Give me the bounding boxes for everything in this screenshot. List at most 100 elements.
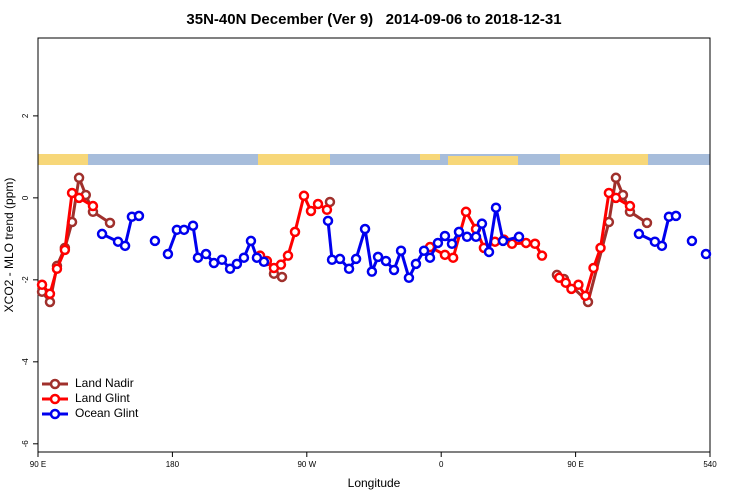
data-point: [276, 271, 288, 283]
data-point: [497, 235, 509, 247]
data-point: [73, 172, 85, 184]
chart-title: 35N-40N December (Ver 9) 2014-09-06 to 2…: [186, 11, 561, 28]
data-point: [447, 252, 459, 263]
data-point: [312, 198, 324, 210]
data-point: [258, 256, 270, 268]
data-point: [192, 252, 204, 263]
data-point: [51, 263, 63, 275]
data-point: [588, 262, 599, 274]
y-axis-label: XCO2 - MLO trend (ppm): [2, 178, 16, 313]
data-point: [44, 296, 56, 308]
data-point: [238, 252, 250, 263]
data-point: [573, 279, 584, 291]
data-point: [96, 228, 108, 240]
legend-label: Land Nadir: [75, 376, 134, 390]
data-point: [418, 245, 430, 256]
data-point: [490, 202, 502, 213]
data-point: [359, 223, 371, 235]
y-tick-label: -2: [21, 276, 30, 284]
data-point: [506, 238, 518, 250]
data-point: [87, 200, 99, 212]
data-point: [334, 253, 346, 265]
data-point: [424, 252, 436, 263]
plot-frame: [37, 37, 711, 453]
data-point: [104, 217, 116, 229]
x-tick-label: 90 W: [297, 460, 316, 469]
data-point: [343, 263, 355, 275]
legend-label: Ocean Glint: [75, 406, 139, 420]
data-point: [380, 255, 392, 267]
y-tick-label: -4: [21, 358, 30, 366]
data-point: [520, 237, 532, 249]
series-line: [40, 176, 648, 304]
x-tick-label: 90 E: [30, 460, 46, 469]
x-tick-label: 0: [439, 460, 444, 469]
data-point: [513, 231, 525, 243]
data-point: [610, 172, 622, 184]
data-point: [700, 248, 712, 260]
y-tick-label: 0: [21, 195, 30, 200]
data-point: [670, 210, 682, 222]
map-strip: [38, 154, 710, 165]
legend-marker: [49, 378, 61, 390]
data-point: [432, 237, 444, 249]
data-point: [610, 192, 622, 204]
data-point: [59, 244, 71, 256]
data-point: [321, 204, 333, 215]
data-point: [439, 230, 451, 242]
data-point: [460, 206, 472, 218]
data-point: [483, 246, 495, 258]
x-axis-label: Longitude: [348, 476, 401, 490]
data-point: [187, 220, 199, 231]
data-point: [162, 248, 174, 260]
data-point: [133, 210, 145, 222]
legend-marker: [49, 393, 61, 405]
data-point: [224, 263, 236, 275]
data-point: [410, 258, 422, 270]
data-point: [149, 235, 161, 247]
data-point: [439, 249, 451, 261]
data-point: [624, 200, 636, 212]
data-point: [200, 248, 212, 260]
data-point: [395, 245, 407, 256]
data-point: [298, 190, 310, 202]
data-point: [553, 272, 565, 284]
legend-marker: [49, 408, 61, 420]
data-point: [322, 215, 334, 227]
data-point: [366, 266, 378, 277]
x-tick-label: 90 E: [567, 460, 583, 469]
data-point: [216, 254, 228, 266]
data-point: [350, 253, 362, 265]
data-point: [119, 240, 131, 252]
data-point: [580, 290, 591, 302]
data-point: [208, 257, 220, 269]
data-point: [641, 217, 653, 229]
series-line: [102, 208, 706, 278]
data-point: [372, 251, 384, 263]
data-point: [536, 250, 548, 261]
data-point: [403, 272, 415, 284]
data-point: [461, 231, 473, 243]
series-line: [40, 191, 631, 298]
y-tick-label: -6: [21, 440, 30, 448]
data-point: [656, 240, 668, 252]
data-point: [476, 218, 488, 229]
data-point: [36, 279, 48, 291]
data-point: [245, 235, 257, 247]
x-tick-label: 540: [703, 460, 717, 469]
data-point: [686, 235, 698, 247]
data-point: [73, 192, 85, 204]
data-point: [603, 187, 615, 199]
data-point: [44, 288, 56, 300]
data-point: [289, 226, 301, 238]
data-point: [282, 250, 294, 261]
data-point: [595, 242, 606, 254]
data-point: [231, 258, 243, 270]
data-point: [560, 277, 571, 288]
x-tick-label: 180: [166, 460, 180, 469]
data-point: [453, 226, 465, 238]
data-point: [275, 259, 287, 270]
data-point: [178, 224, 190, 236]
